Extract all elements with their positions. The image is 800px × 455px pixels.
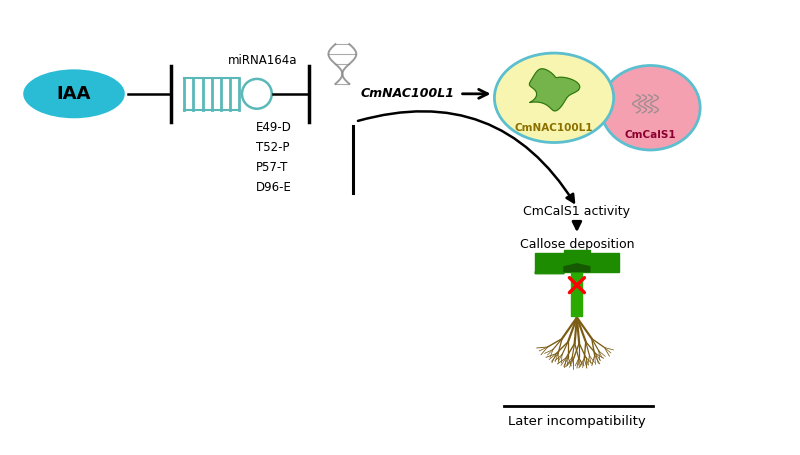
Ellipse shape bbox=[494, 53, 614, 142]
Polygon shape bbox=[571, 272, 582, 317]
Polygon shape bbox=[530, 69, 580, 111]
Text: CmCalS1 activity: CmCalS1 activity bbox=[523, 205, 630, 217]
Text: E49-D: E49-D bbox=[256, 121, 292, 134]
Text: CmNAC100L1: CmNAC100L1 bbox=[360, 87, 454, 100]
Ellipse shape bbox=[601, 66, 700, 150]
Text: Later incompatibility: Later incompatibility bbox=[508, 415, 646, 428]
Text: T52-P: T52-P bbox=[256, 141, 290, 154]
FancyArrowPatch shape bbox=[358, 111, 574, 202]
Text: CmCalS1: CmCalS1 bbox=[625, 130, 676, 140]
Polygon shape bbox=[564, 264, 590, 272]
Text: CmNAC100L1: CmNAC100L1 bbox=[515, 122, 594, 132]
Ellipse shape bbox=[22, 68, 126, 120]
Polygon shape bbox=[564, 250, 590, 272]
Polygon shape bbox=[535, 253, 564, 272]
Text: miRNA164a: miRNA164a bbox=[228, 54, 298, 66]
Text: IAA: IAA bbox=[57, 85, 91, 103]
Polygon shape bbox=[590, 253, 618, 272]
Text: Callose deposition: Callose deposition bbox=[520, 238, 634, 252]
Text: P57-T: P57-T bbox=[256, 161, 288, 174]
Polygon shape bbox=[535, 265, 564, 274]
Text: D96-E: D96-E bbox=[256, 181, 292, 194]
